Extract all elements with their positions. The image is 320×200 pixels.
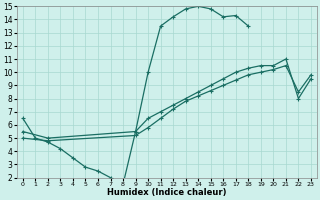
X-axis label: Humidex (Indice chaleur): Humidex (Indice chaleur) <box>107 188 227 197</box>
